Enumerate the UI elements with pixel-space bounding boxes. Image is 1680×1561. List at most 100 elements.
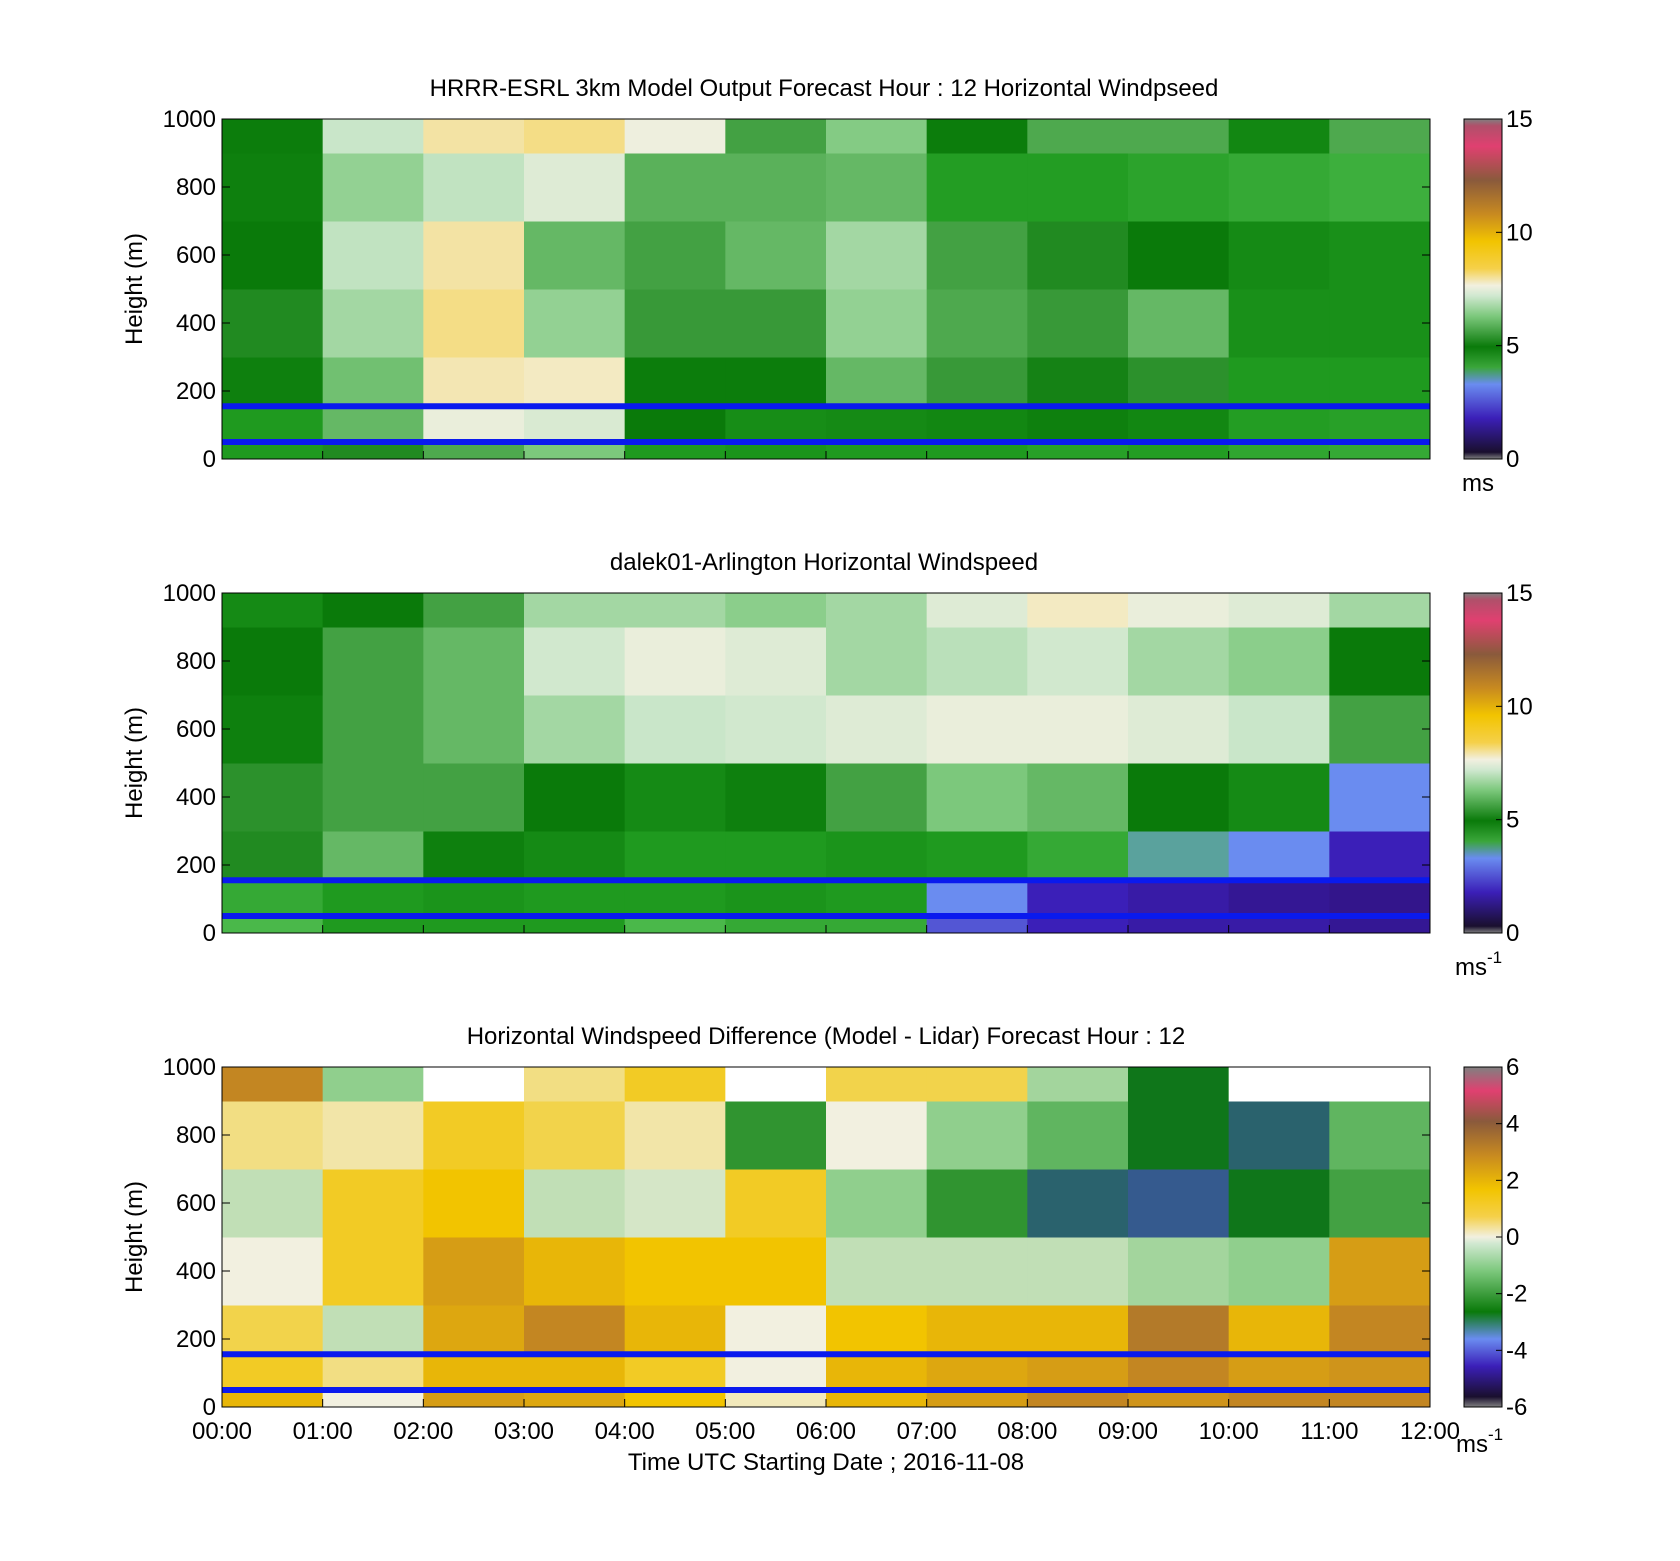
heatmap-cell (322, 763, 424, 832)
heatmap-cell (826, 593, 928, 628)
heatmap-cell (826, 878, 928, 914)
heatmap-cell (322, 119, 424, 154)
heatmap-cell (826, 1237, 928, 1306)
heatmap-cell (1329, 221, 1431, 290)
colorbar-gradient (1463, 592, 1503, 934)
heatmap-cell (222, 289, 324, 358)
heatmap-cell (624, 153, 726, 222)
y-tick-label: 600 (176, 716, 216, 743)
heatmap-cell (423, 1169, 525, 1238)
heatmap-cell (826, 289, 928, 358)
heatmap-cell (926, 695, 1028, 764)
heatmap-cell (1027, 1067, 1129, 1102)
y-tick-label: 600 (176, 242, 216, 269)
heatmap-cell (1329, 1352, 1431, 1388)
heatmap-cell (624, 1067, 726, 1102)
heatmap-cell (524, 289, 626, 358)
heatmap-cell (624, 1352, 726, 1388)
heatmap-cell (423, 404, 525, 440)
panel-title: dalek01-Arlington Horizontal Windspeed (610, 549, 1038, 576)
heatmap-cell (1128, 878, 1230, 914)
x-tick-label: 10:00 (1199, 1418, 1259, 1445)
colorbar-tick-label: 6 (1506, 1054, 1519, 1081)
heatmap-cell (725, 119, 827, 154)
heatmap-cell (423, 695, 525, 764)
heatmap-cell (725, 1352, 827, 1388)
heatmap-cell (624, 289, 726, 358)
heatmap-cell (725, 221, 827, 290)
colorbar-unit: ms-1 (1455, 948, 1502, 981)
heatmap-cell (1228, 119, 1330, 154)
heatmap-cell (322, 878, 424, 914)
heatmap-cell (725, 695, 827, 764)
heatmap-cell (826, 1305, 928, 1354)
x-tick-label: 06:00 (796, 1418, 856, 1445)
colorbar-tick-label: 2 (1506, 1167, 1519, 1194)
heatmap-cell (1128, 1101, 1230, 1170)
heatmap-cell (423, 1305, 525, 1354)
heatmap-cell (423, 289, 525, 358)
heatmap-cell (1027, 1237, 1129, 1306)
heatmap-cell (1027, 1352, 1129, 1388)
heatmap-cell (1128, 627, 1230, 696)
heatmap-cell (222, 119, 324, 154)
heatmap-cell (1329, 831, 1431, 880)
y-axis-ticks: 0 200 400 600 800 1000 (163, 1054, 1430, 1421)
heatmap-cell (524, 1169, 626, 1238)
y-tick-label: 0 (203, 1394, 216, 1421)
heatmap-cell (926, 404, 1028, 440)
heatmap-cell (1329, 404, 1431, 440)
heatmap-cell (1128, 763, 1230, 832)
panel-title: HRRR-ESRL 3km Model Output Forecast Hour… (430, 75, 1219, 102)
y-tick-label: 0 (203, 446, 216, 473)
heatmap-cell (624, 1305, 726, 1354)
heatmap-cell (423, 831, 525, 880)
heatmap-cell (423, 763, 525, 832)
heatmap-cell (1027, 1169, 1129, 1238)
reference-lines (222, 877, 1430, 919)
heatmap-cell (1128, 1169, 1230, 1238)
heatmap-cell (624, 878, 726, 914)
heatmap-cell (1228, 1352, 1330, 1388)
x-tick-label: 07:00 (897, 1418, 957, 1445)
heatmap-cell (926, 1169, 1028, 1238)
panel-title: Horizontal Windspeed Difference (Model -… (467, 1023, 1186, 1050)
x-tick-label: 03:00 (494, 1418, 554, 1445)
heatmap-cell (1329, 627, 1431, 696)
colorbar-tick-label: 15 (1506, 580, 1533, 607)
x-tick-label: 00:00 (192, 1418, 252, 1445)
colorbar-ticks: 0 5 10 15 (1496, 580, 1533, 947)
heatmap-cell (826, 627, 928, 696)
heatmap-cell (1228, 1169, 1330, 1238)
heatmap-cell (1329, 119, 1431, 154)
heatmap-cell (322, 831, 424, 880)
heatmap-cell (826, 357, 928, 406)
heatmap-cell (624, 695, 726, 764)
colorbar: -6 -4 -2 0 2 4 6 ms-1 (1456, 1054, 1527, 1458)
colorbar-unit-exponent: -1 (1487, 948, 1502, 967)
y-tick-label: 400 (176, 310, 216, 337)
heatmap-cell (826, 1169, 928, 1238)
heatmap-cell (322, 1237, 424, 1306)
y-tick-label: 0 (203, 920, 216, 947)
heatmap-cell (524, 695, 626, 764)
heatmap-cell (1027, 695, 1129, 764)
heatmap-cell (926, 119, 1028, 154)
heatmap-cell (826, 1067, 928, 1102)
heatmap-cell (322, 695, 424, 764)
heatmap-cell (222, 627, 324, 696)
colorbar-gradient (1463, 118, 1503, 460)
heatmap-cell (725, 1169, 827, 1238)
heatmap-cell (926, 153, 1028, 222)
heatmap-cell (1228, 1067, 1330, 1102)
heatmap-cell (222, 593, 324, 628)
y-tick-label: 1000 (163, 1054, 216, 1081)
x-tick-label: 12:00 (1400, 1418, 1460, 1445)
colorbar: 0 5 10 15 ms (1462, 106, 1533, 497)
heatmap-cell (826, 404, 928, 440)
heatmap-cell (1128, 1067, 1230, 1102)
heatmap-cell (524, 153, 626, 222)
heatmap-cell (725, 763, 827, 832)
colorbar-unit: ms (1462, 470, 1494, 497)
